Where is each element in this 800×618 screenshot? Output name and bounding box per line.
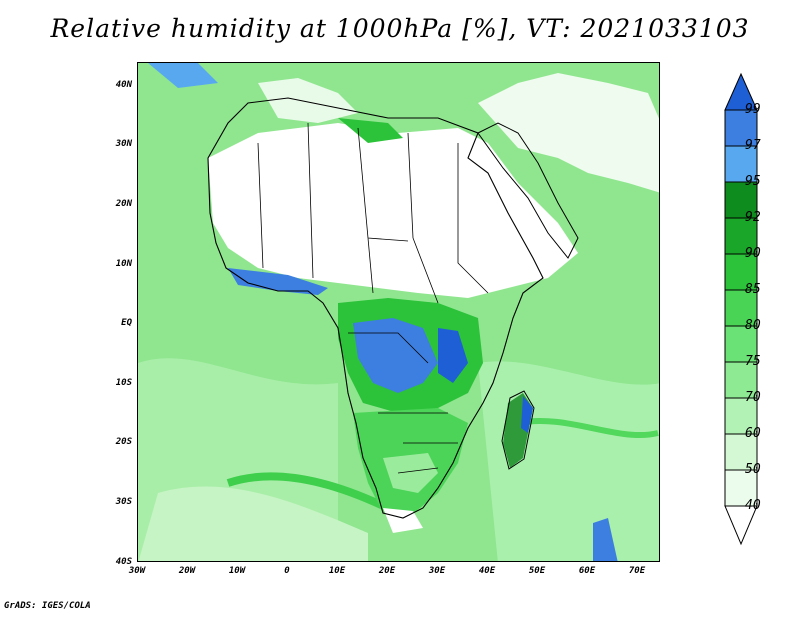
colorbar-segment [724, 469, 758, 507]
southern-indian-wet [593, 518, 618, 561]
colorbar-segment [724, 397, 758, 435]
lon-tick-label: 50E [528, 566, 546, 576]
lat-tick-label: 30S [115, 497, 132, 507]
dry-region-middle-east [478, 73, 659, 193]
colorbar-segment [724, 325, 758, 363]
humidity-map [138, 63, 659, 561]
colorbar-label: 70 [745, 390, 761, 405]
lat-tick-label: EQ [121, 318, 132, 328]
dry-region-sahara [208, 123, 578, 298]
lat-tick-label: 40S [115, 557, 132, 567]
colorbar-segment [724, 361, 758, 399]
saturated-region-congo [353, 318, 438, 393]
region-kalahari [383, 453, 438, 493]
colorbar-label: 80 [745, 318, 761, 333]
colorbar-segment [724, 433, 758, 471]
colorbar-label: 85 [745, 282, 761, 297]
colorbar-lower-arrow [724, 505, 758, 546]
lat-tick-label: 20N [115, 199, 132, 209]
lat-tick-label: 20S [115, 437, 132, 447]
colorbar [724, 72, 758, 546]
country-borders [257, 122, 489, 474]
colorbar-segment [724, 109, 758, 147]
colorbar-label: 40 [745, 498, 761, 513]
lon-tick-label: 60E [578, 566, 596, 576]
atlantic-wet-patch [148, 63, 218, 88]
lon-tick-label: 30E [428, 566, 446, 576]
colorbar-label: 97 [745, 138, 761, 153]
lat-tick-label: 30N [115, 139, 132, 149]
lon-tick-label: 0 [284, 566, 290, 576]
madagascar-wet-coast [521, 396, 533, 433]
lon-tick-label: 20W [178, 566, 196, 576]
lat-tick-label: 40N [115, 80, 132, 90]
lon-tick-label: 70E [628, 566, 646, 576]
dry-region-iberia [258, 78, 358, 123]
dry-region-cape [383, 508, 423, 533]
lat-tick-label: 10S [115, 378, 132, 388]
lat-tick-label: 10N [115, 259, 132, 269]
indian-ocean-field [478, 361, 659, 561]
colorbar-label: 92 [745, 210, 761, 225]
colorbar-segment [724, 217, 758, 255]
arabia-coastline [477, 122, 579, 259]
madagascar-coastline [501, 390, 535, 470]
lon-tick-label: 40E [478, 566, 496, 576]
colorbar-label: 95 [745, 174, 761, 189]
lon-tick-label: 30W [128, 566, 146, 576]
africa-coastline [207, 97, 544, 519]
colorbar-label: 75 [745, 354, 761, 369]
map-title: Relative humidity at 1000hPa [%], VT: 20… [50, 14, 750, 43]
saturated-region-lakes [438, 328, 468, 383]
credit-footer: GrADS: IGES/COLA [4, 601, 91, 611]
lon-tick-label: 10E [328, 566, 346, 576]
mediterranean-moist [338, 118, 403, 143]
lon-tick-label: 20E [378, 566, 396, 576]
map-panel [137, 62, 660, 562]
lon-tick-label: 10W [228, 566, 246, 576]
moist-band-east [517, 417, 659, 439]
southern-ocean-field [138, 486, 368, 561]
colorbar-label: 60 [745, 426, 761, 441]
colorbar-label: 99 [745, 102, 761, 117]
west-africa-coast-wet [228, 268, 328, 295]
colorbar-label: 50 [745, 462, 761, 477]
colorbar-segment [724, 181, 758, 219]
colorbar-label: 90 [745, 246, 761, 261]
